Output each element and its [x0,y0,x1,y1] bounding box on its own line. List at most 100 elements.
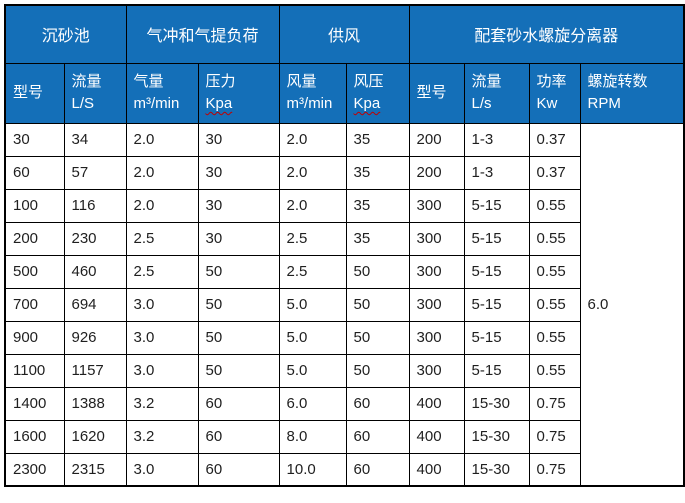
column-header-3: 压力 Kpa [197,62,280,124]
table-cell: 5-15 [463,254,530,289]
table-cell: 0.55 [528,353,581,388]
table-cell: 700 [4,287,65,322]
table-cell: 10.0 [278,452,347,487]
table-cell: 500 [4,254,65,289]
table-cell: 5-15 [463,287,530,322]
column-header-8: 功率 Kw [528,62,581,124]
column-unit: m³/min [133,95,180,112]
table-cell: 3.0 [125,353,199,388]
table-cell: 15-30 [463,452,530,487]
table-cell: 60 [345,419,410,454]
table-row: 30 34 2.0 30 2.0 35 200 1-3 0.37 6.0 [4,122,685,487]
table-cell: 15-30 [463,386,530,421]
table-cell: 5.0 [278,287,347,322]
table-cell: 35 [345,221,410,256]
table-cell: 5.0 [278,320,347,355]
table-cell: 2.5 [278,254,347,289]
table-cell: 300 [408,254,465,289]
table-row: 700 694 3.0 50 5.0 50 300 5-15 0.55 [4,287,684,322]
table-cell: 3.2 [125,419,199,454]
column-header-6: 型号 [408,62,465,124]
table-cell: 0.55 [528,320,581,355]
table-row: 900 926 3.0 50 5.0 50 300 5-15 0.55 [4,320,684,355]
table-cell: 8.0 [278,419,347,454]
table-cell: 30 [4,122,65,157]
table-cell: 300 [408,353,465,388]
column-title: 气量 [133,72,164,90]
table-cell: 200 [4,221,65,256]
table-cell: 5-15 [463,221,530,256]
table-cell: 35 [345,155,410,190]
column-unit: L/s [471,95,492,112]
table-cell: 1620 [63,419,127,454]
merged-rpm-cell: 6.0 [579,122,685,487]
table-cell: 0.75 [528,452,581,487]
table-cell: 0.75 [528,419,581,454]
table-cell: 50 [345,254,410,289]
table-row: 1400 1388 3.2 60 6.0 60 400 15-30 0.75 [4,386,684,421]
column-header-4: 风量 m³/min [278,62,347,124]
table-cell: 60 [197,386,280,421]
group-header-3: 配套砂水螺旋分离器 [408,4,685,64]
table-cell: 0.37 [528,155,581,190]
column-title: 流量 [71,72,102,90]
table-row: 60 57 2.0 30 2.0 35 200 1-3 0.37 [4,155,684,190]
column-title: 风量 [286,72,317,90]
table-cell: 300 [408,320,465,355]
table-cell: 230 [63,221,127,256]
column-header-5: 风压 Kpa [345,62,410,124]
table-cell: 50 [345,353,410,388]
table-cell: 900 [4,320,65,355]
table-cell: 926 [63,320,127,355]
table-cell: 5-15 [463,188,530,223]
table-cell: 300 [408,287,465,322]
group-header-0: 沉砂池 [4,4,127,64]
table-cell: 60 [197,452,280,487]
table-cell: 34 [63,122,127,157]
table-cell: 35 [345,122,410,157]
column-header-row: 型号 流量 L/S 气量 m³/min 压力 Kpa 风量 m³/min 风压 Kpa 型号 流量 L/s… [4,62,685,124]
column-unit: m³/min [286,95,333,112]
column-title: 型号 [416,83,447,101]
table-cell: 300 [408,221,465,256]
table-cell: 3.0 [125,452,199,487]
column-header-1: 流量 L/S [63,62,127,124]
table-cell: 1-3 [463,122,530,157]
table-cell: 1388 [63,386,127,421]
table-header: 沉砂池 气冲和气提负荷 供风 配套砂水螺旋分离器 型号 流量 L/S 气量 m³/min 压力 K… [4,4,685,124]
table-cell: 460 [63,254,127,289]
table-cell: 1157 [63,353,127,388]
table-cell: 3.2 [125,386,199,421]
table-cell: 60 [345,452,410,487]
table-cell: 2.0 [278,122,347,157]
table-row: 2300 2315 3.0 60 10.0 60 400 15-30 0.75 [4,452,684,487]
table-cell: 3.0 [125,287,199,322]
table-cell: 100 [4,188,65,223]
table-cell: 2315 [63,452,127,487]
column-title: 功率 [536,72,567,90]
table-cell: 0.55 [528,188,581,223]
table-cell: 30 [197,122,280,157]
table-row: 200 230 2.5 30 2.5 35 300 5-15 0.55 [4,221,684,256]
table-cell: 60 [197,419,280,454]
column-unit: Kpa [205,95,233,112]
table-cell: 57 [63,155,127,190]
table-cell: 2.5 [125,221,199,256]
table-cell: 0.55 [528,254,581,289]
table-cell: 1-3 [463,155,530,190]
column-header-7: 流量 L/s [463,62,530,124]
table-body: 30 34 2.0 30 2.0 35 200 1-3 0.37 6.0 60 57 2.0 30 2.0 3… [4,122,685,487]
table-cell: 2.5 [278,221,347,256]
table-cell: 60 [345,386,410,421]
table-row: 1600 1620 3.2 60 8.0 60 400 15-30 0.75 [4,419,684,454]
table-cell: 2.5 [125,254,199,289]
table-cell: 200 [408,122,465,157]
table-cell: 400 [408,386,465,421]
table-cell: 30 [197,155,280,190]
column-unit: Kw [536,95,558,112]
table-cell: 2.0 [125,188,199,223]
table-cell: 60 [4,155,65,190]
table-cell: 6.0 [278,386,347,421]
column-title: 压力 [205,72,236,90]
column-unit: RPM [587,95,621,112]
